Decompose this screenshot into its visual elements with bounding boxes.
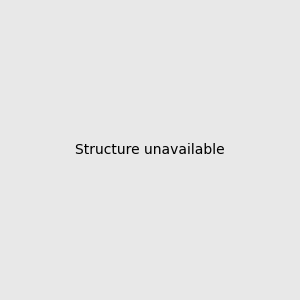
Text: Structure unavailable: Structure unavailable — [75, 143, 225, 157]
